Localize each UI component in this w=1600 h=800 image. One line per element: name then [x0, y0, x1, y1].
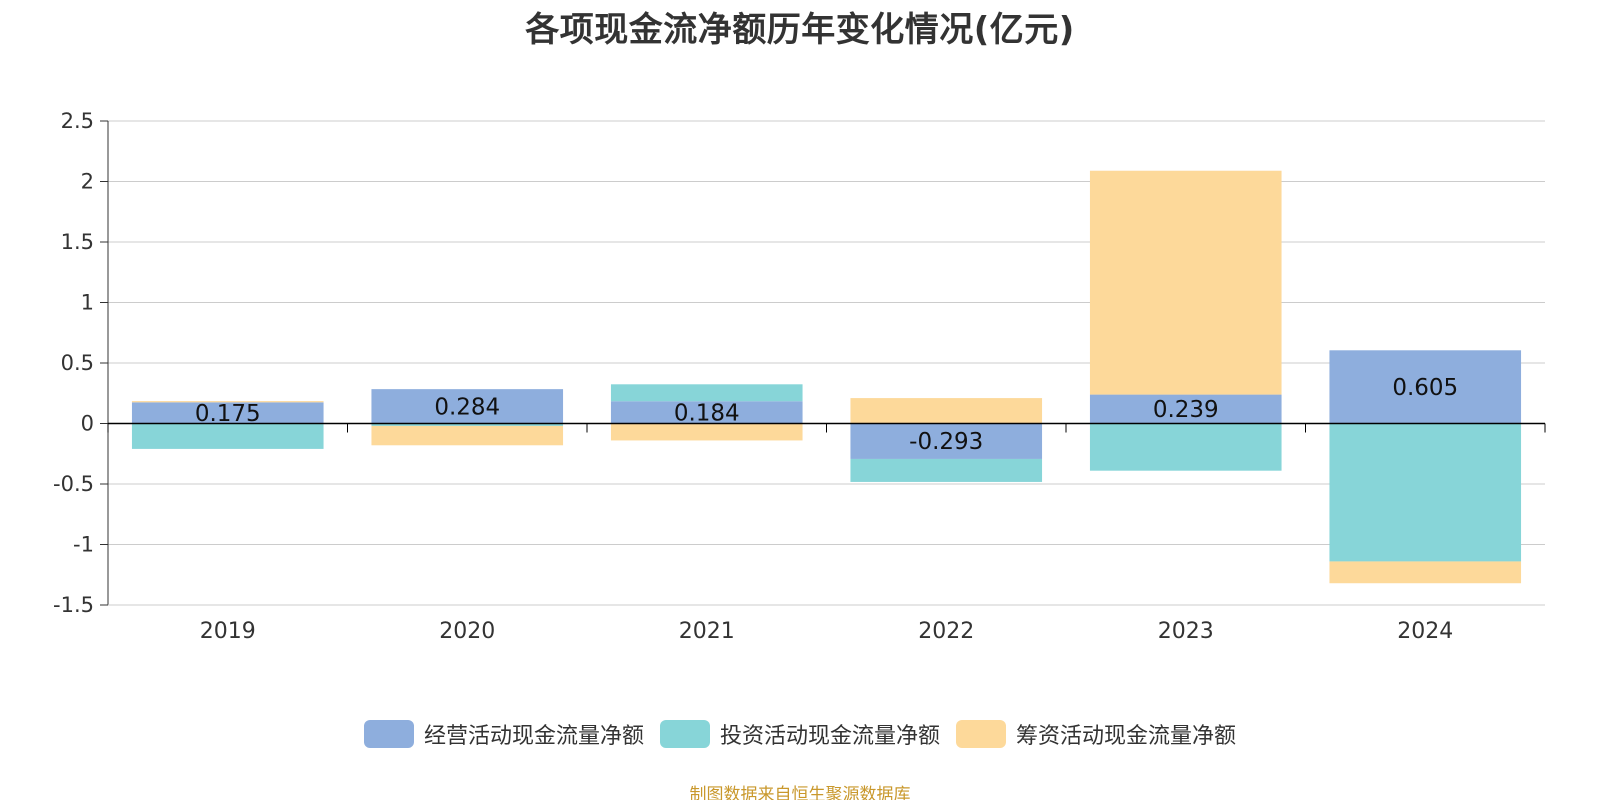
chart-canvas: 2.5 2 1.5 1 0.5 0 -0.5 -1 -1.5 2019 2020 2021 2022 20…	[53, 109, 1546, 644]
legend-swatch-operating	[363, 720, 414, 748]
bar-investing-2023	[1089, 423, 1282, 471]
bar-operating-2024	[1329, 350, 1522, 424]
x-tick-label: 2020	[439, 619, 495, 644]
bar-investing-2019	[131, 423, 324, 449]
y-tick-label: 2	[81, 170, 94, 194]
legend: 经营活动现金流量净额 投资活动现金流量净额 筹资活动现金流量净额	[0, 718, 1600, 750]
bar-investing-2021	[610, 384, 803, 402]
y-tick-label: 0	[81, 412, 94, 436]
data-label: 0.284	[434, 394, 500, 420]
x-tick-label: 2022	[918, 619, 974, 644]
legend-item-financing[interactable]: 筹资活动现金流量净额	[956, 718, 1236, 750]
data-label: 0.175	[195, 401, 261, 427]
y-tick-label: -1.5	[53, 593, 94, 617]
bar-financing-2023	[1089, 170, 1282, 395]
bar-operating-2023	[1089, 394, 1282, 424]
y-tick-label: 2.5	[61, 109, 94, 133]
x-tick-label: 2021	[679, 619, 735, 644]
data-label: 0.239	[1153, 397, 1219, 423]
chart-title: 各项现金流净额历年变化情况(亿元)	[525, 10, 1075, 50]
bar-operating-2020	[371, 389, 564, 424]
y-tick-label: 0.5	[61, 351, 94, 375]
bar-financing-2024	[1329, 561, 1522, 584]
y-tick-label: -0.5	[53, 472, 94, 496]
legend-item-operating[interactable]: 经营活动现金流量净额	[363, 718, 644, 750]
bar-operating-2019	[131, 402, 324, 424]
x-tick-label: 2019	[200, 619, 256, 644]
x-tick-label: 2023	[1158, 619, 1214, 644]
legend-label-financing: 筹资活动现金流量净额	[1016, 724, 1237, 749]
legend-swatch-financing	[956, 720, 1006, 748]
bar-financing-2020	[371, 425, 564, 446]
bar-operating-2022	[850, 423, 1043, 459]
legend-item-investing[interactable]: 投资活动现金流量净额	[659, 718, 940, 750]
source-note: 制图数据来自恒生聚源数据库	[689, 785, 911, 800]
bar-investing-2020	[371, 423, 564, 426]
bar-financing-2021	[610, 423, 803, 441]
y-tick-label: 1.5	[61, 230, 94, 254]
bar-operating-2021	[610, 401, 803, 424]
bar-financing-2022	[850, 398, 1043, 424]
y-tick-label: -1	[73, 533, 94, 557]
data-label: 0.605	[1392, 375, 1458, 401]
legend-label-investing: 投资活动现金流量净额	[719, 724, 940, 749]
y-tick-label: 1	[81, 291, 94, 315]
legend-label-operating: 经营活动现金流量净额	[423, 724, 644, 749]
x-tick-label: 2024	[1397, 619, 1453, 644]
data-label: -0.293	[909, 429, 983, 455]
legend-swatch-investing	[659, 720, 710, 748]
bar-investing-2022	[850, 458, 1043, 482]
bar-financing-2019	[131, 401, 324, 403]
bar-investing-2024	[1329, 423, 1522, 562]
data-label: 0.184	[674, 400, 740, 426]
